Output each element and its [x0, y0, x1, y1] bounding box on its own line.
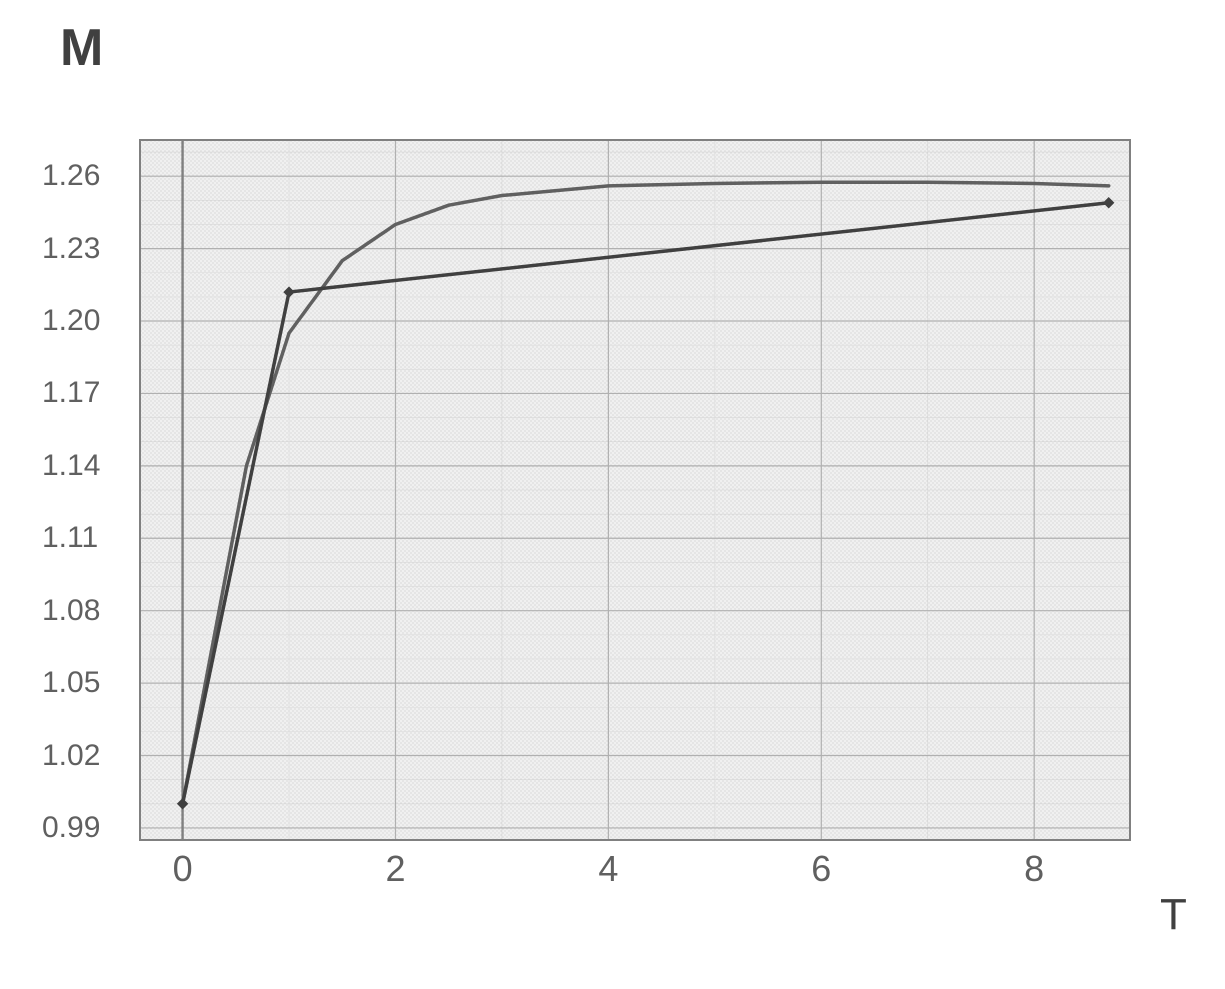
x-tick-label: 2 — [385, 848, 405, 890]
x-tick-label: 4 — [598, 848, 618, 890]
x-tick-label: 8 — [1024, 848, 1044, 890]
y-tick-label: 1.05 — [42, 666, 100, 700]
y-tick-label: 1.26 — [42, 159, 100, 193]
y-axis-title: M — [60, 18, 103, 78]
x-tick-label: 0 — [173, 848, 193, 890]
y-tick-label: 1.14 — [42, 449, 100, 483]
y-tick-label: 1.17 — [42, 376, 100, 410]
y-tick-label: 1.20 — [42, 304, 100, 338]
y-tick-label: 1.23 — [42, 232, 100, 266]
chart-container: M T 0.99 1.02 1.05 1.08 1.11 1.14 1.17 1.20 1.23… — [0, 0, 1225, 989]
y-tick-label: 0.99 — [42, 811, 100, 845]
chart-plot-area — [20, 130, 1140, 900]
y-tick-label: 1.08 — [42, 594, 100, 628]
chart-svg — [20, 130, 1140, 900]
x-tick-label: 6 — [811, 848, 831, 890]
y-tick-label: 1.02 — [42, 739, 100, 773]
x-axis-title: T — [1160, 890, 1187, 940]
y-tick-label: 1.11 — [42, 521, 98, 555]
